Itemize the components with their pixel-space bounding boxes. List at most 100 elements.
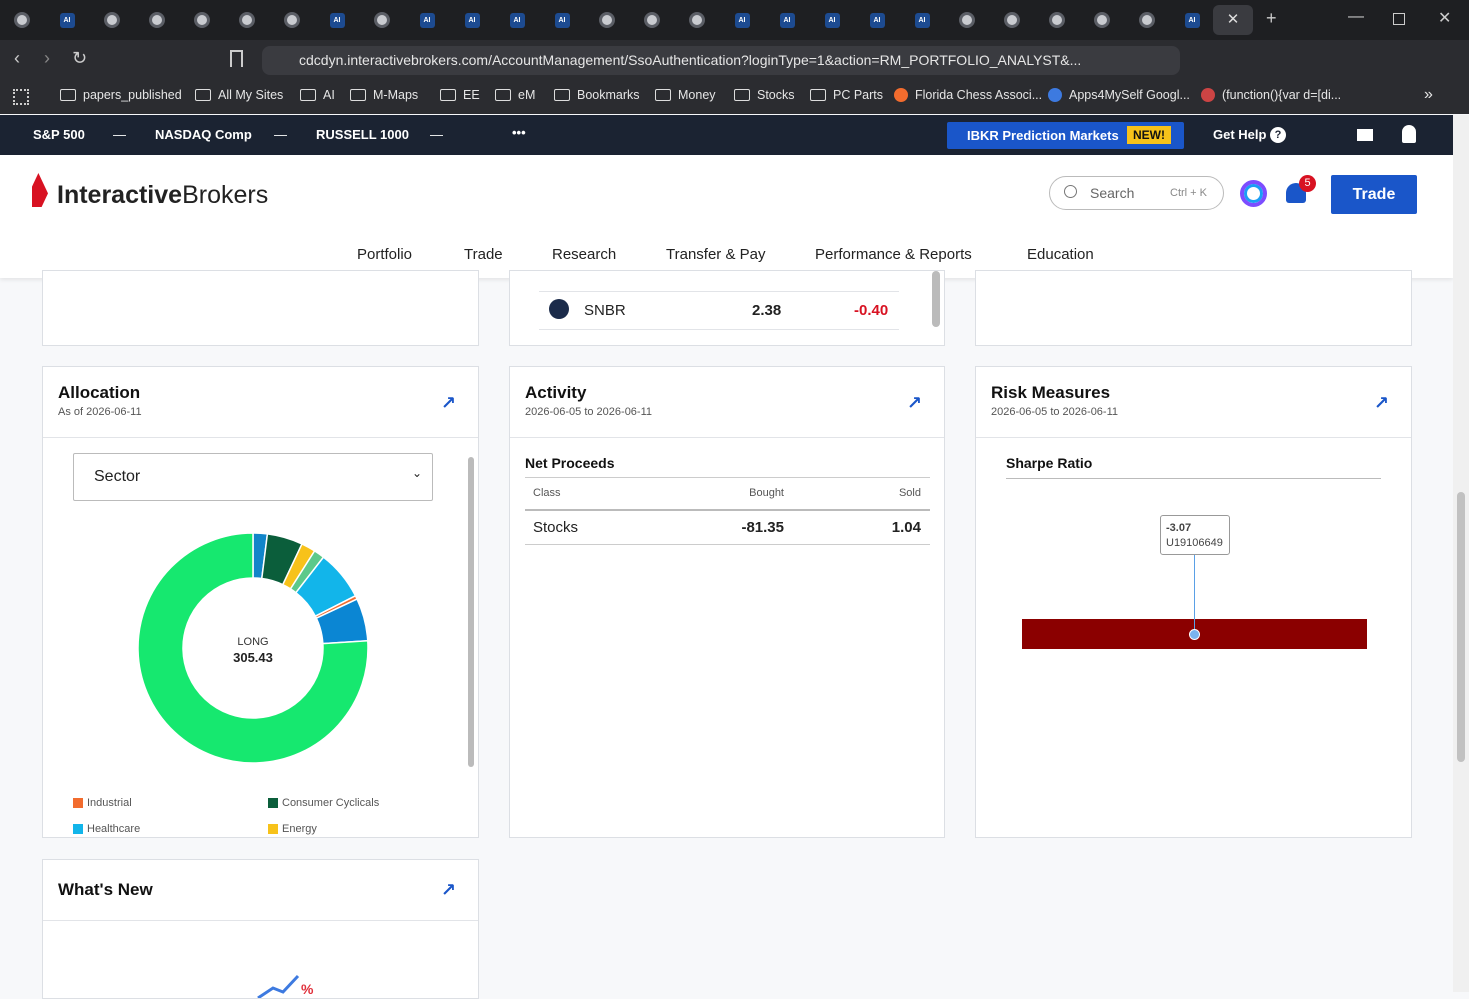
- tab[interactable]: AI: [412, 8, 442, 32]
- bookmark[interactable]: papers_published: [60, 88, 182, 102]
- bookmark[interactable]: Bookmarks: [554, 88, 640, 102]
- nav-item[interactable]: Portfolio: [357, 246, 413, 263]
- forward[interactable]: ›: [44, 48, 50, 68]
- active-tab-close[interactable]: ✕: [1213, 5, 1253, 35]
- ticker-name[interactable]: NASDAQ Comp: [155, 127, 252, 142]
- bookmark-page[interactable]: [230, 50, 243, 67]
- tab[interactable]: [277, 8, 307, 32]
- close-window[interactable]: ✕: [1438, 10, 1452, 27]
- tab[interactable]: [187, 8, 217, 32]
- assistant[interactable]: [1240, 180, 1267, 207]
- tab[interactable]: AI: [862, 8, 892, 32]
- tab[interactable]: [1222, 8, 1252, 32]
- tab[interactable]: AI: [457, 8, 487, 32]
- apps-icon[interactable]: [13, 89, 29, 105]
- ticker-name[interactable]: S&P 500: [33, 127, 85, 142]
- donut-segment: [137, 532, 369, 764]
- back[interactable]: ‹: [14, 48, 20, 68]
- bookmark[interactable]: M-Maps: [350, 88, 418, 102]
- tab-favicon: [14, 12, 30, 28]
- page-scrollbar[interactable]: [1453, 115, 1469, 992]
- promo[interactable]: IBKR Prediction Markets NEW!: [947, 122, 1184, 149]
- bookmark[interactable]: All My Sites: [195, 88, 283, 102]
- bookmark-label: eM: [518, 88, 536, 102]
- tab[interactable]: [682, 8, 712, 32]
- get-help[interactable]: Get Help: [1213, 127, 1267, 142]
- tab[interactable]: AI: [52, 8, 82, 32]
- tab[interactable]: AI: [502, 8, 532, 32]
- search-placeholder: Search: [1090, 185, 1135, 201]
- bookmark[interactable]: (function(){var d=[di...: [1201, 88, 1341, 102]
- scroll-thumb[interactable]: [468, 457, 474, 767]
- bookmark[interactable]: PC Parts: [810, 88, 883, 102]
- mail-icon[interactable]: [1357, 129, 1373, 141]
- allocation-card: Allocation As of 2026-06-11 ↗ Sector ⌄ LO…: [42, 366, 479, 838]
- legend-item[interactable]: Energy: [268, 823, 317, 835]
- tab[interactable]: [637, 8, 667, 32]
- expand[interactable]: ↗: [440, 880, 456, 900]
- illustration: %: [257, 974, 314, 998]
- card-subtitle: 2026-06-05 to 2026-06-11: [525, 406, 653, 418]
- tab[interactable]: [1042, 8, 1072, 32]
- nav-item[interactable]: Performance & Reports: [815, 246, 972, 263]
- tab[interactable]: AI: [547, 8, 577, 32]
- tooltip-value: -3.07: [1166, 522, 1192, 534]
- tab[interactable]: [232, 8, 262, 32]
- tab[interactable]: AI: [727, 8, 757, 32]
- legend-item[interactable]: Healthcare: [73, 823, 140, 835]
- ticker-more[interactable]: •••: [512, 125, 526, 140]
- nav-item[interactable]: Transfer & Pay: [666, 246, 766, 263]
- tab[interactable]: [592, 8, 622, 32]
- search-icon: [1064, 185, 1077, 198]
- tab[interactable]: [1087, 8, 1117, 32]
- reload[interactable]: ↻: [72, 48, 88, 68]
- tab[interactable]: AI: [772, 8, 802, 32]
- maximize[interactable]: [1393, 13, 1405, 25]
- tab[interactable]: [952, 8, 982, 32]
- logo[interactable]: InteractiveBrokers: [57, 181, 268, 210]
- scrollbar[interactable]: [466, 443, 476, 835]
- expand[interactable]: ↗: [1373, 393, 1389, 413]
- new-tab[interactable]: +: [1266, 8, 1277, 28]
- tab[interactable]: AI: [322, 8, 352, 32]
- bookmark[interactable]: Money: [655, 88, 716, 102]
- scrollbar[interactable]: [932, 271, 940, 327]
- tab[interactable]: [142, 8, 172, 32]
- nav-item[interactable]: Research: [552, 246, 617, 263]
- bookmark[interactable]: Apps4MySelf Googl...: [1048, 88, 1190, 102]
- bookmark-icon: [894, 88, 908, 102]
- symbol-icon: [549, 299, 569, 319]
- tab[interactable]: [7, 8, 37, 32]
- bookmark-icon: [1048, 88, 1062, 102]
- row-line: [539, 329, 899, 330]
- more-bookmarks[interactable]: »: [1424, 86, 1433, 103]
- tab[interactable]: [997, 8, 1027, 32]
- card-subtitle: 2026-06-05 to 2026-06-11: [991, 406, 1119, 418]
- bookmark[interactable]: eM: [495, 88, 535, 102]
- minimize[interactable]: —: [1348, 8, 1364, 25]
- tab[interactable]: [1132, 8, 1162, 32]
- tab[interactable]: AI: [817, 8, 847, 32]
- bookmark[interactable]: Stocks: [734, 88, 795, 102]
- bookmark[interactable]: Florida Chess Associ...: [894, 88, 1042, 102]
- tab[interactable]: [97, 8, 127, 32]
- legend-item[interactable]: Industrial: [73, 797, 132, 809]
- account-icon[interactable]: [1402, 125, 1416, 143]
- scroll-thumb[interactable]: [1457, 492, 1465, 762]
- legend-item[interactable]: Consumer Cyclicals: [268, 797, 379, 809]
- tab[interactable]: AI: [1177, 8, 1207, 32]
- expand[interactable]: ↗: [440, 393, 456, 413]
- url-bar[interactable]: cdcdyn.interactivebrokers.com/AccountMan…: [262, 46, 1180, 75]
- ticker-name[interactable]: RUSSELL 1000: [316, 127, 409, 142]
- tab[interactable]: [367, 8, 397, 32]
- search-box[interactable]: Search Ctrl + K: [1049, 176, 1224, 210]
- bookmarks-bar: » papers_published All My Sites AI M-Maps EE…: [0, 80, 1469, 114]
- nav-item[interactable]: Education: [1027, 246, 1094, 263]
- bookmark[interactable]: EE: [440, 88, 480, 102]
- tab[interactable]: AI: [907, 8, 937, 32]
- expand[interactable]: ↗: [906, 393, 922, 413]
- nav-item[interactable]: Trade: [464, 246, 503, 263]
- trade-button[interactable]: Trade: [1331, 175, 1417, 214]
- bookmark[interactable]: AI: [300, 88, 335, 102]
- sector-select[interactable]: Sector ⌄: [73, 453, 433, 501]
